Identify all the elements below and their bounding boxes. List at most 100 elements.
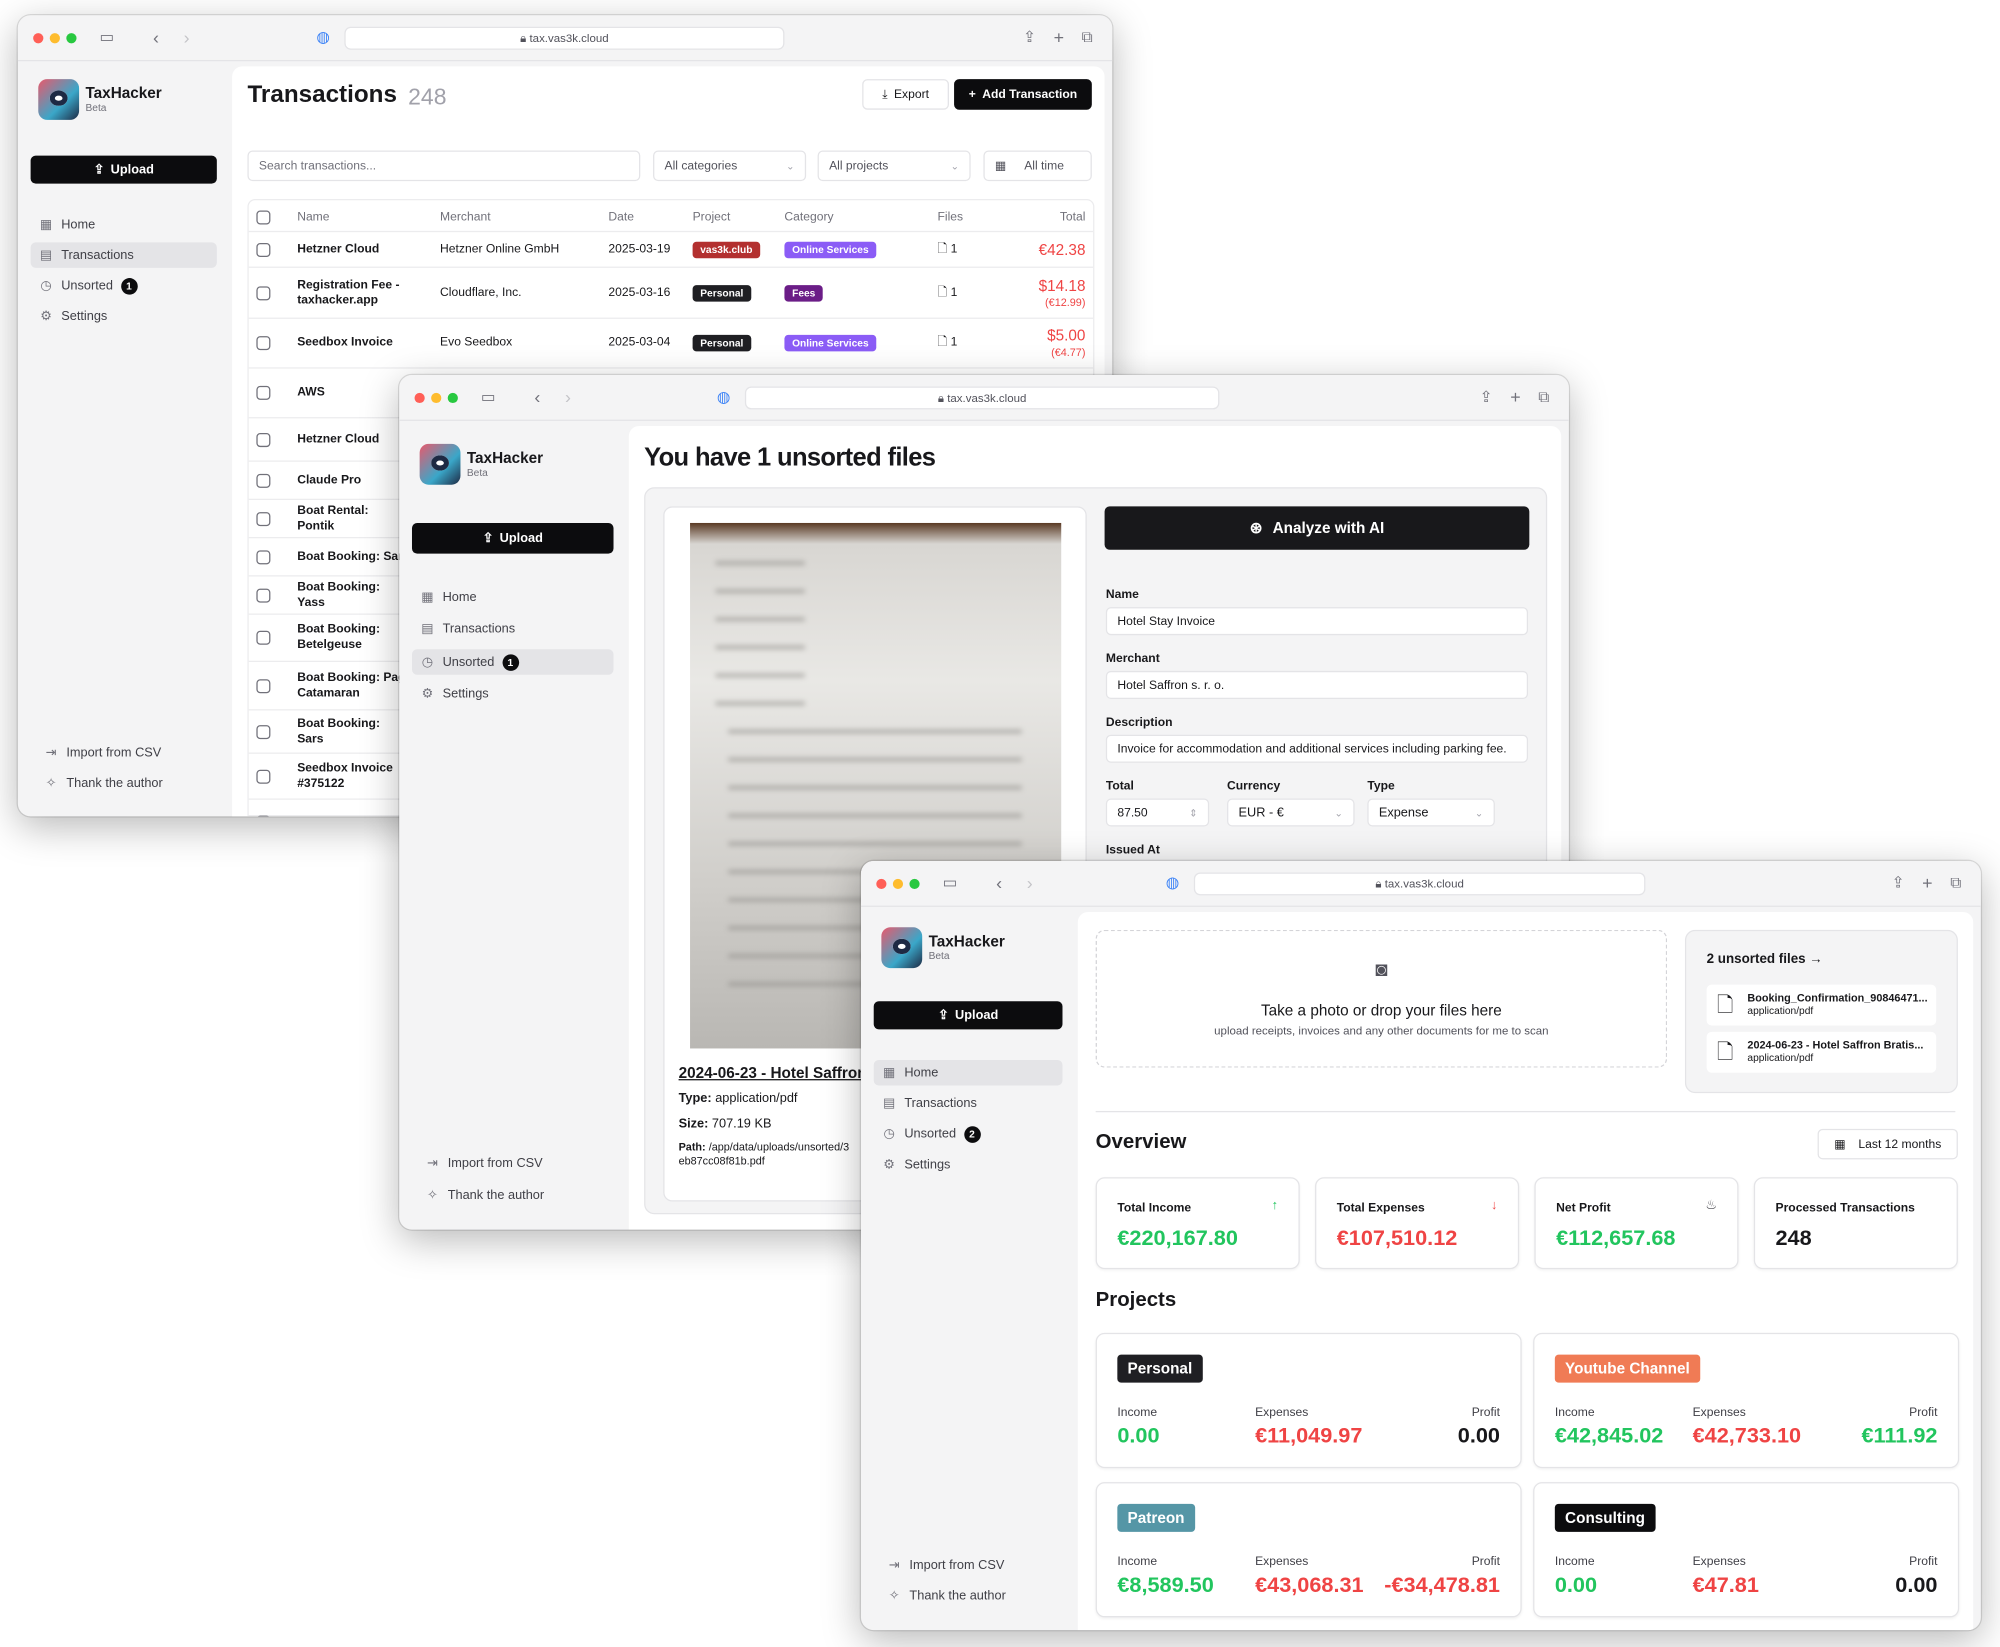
add-transaction-button[interactable]: + Add Transaction bbox=[954, 79, 1092, 110]
share-icon[interactable]: ⇪ bbox=[1891, 873, 1905, 892]
table-row[interactable]: AWS bbox=[248, 367, 1094, 417]
new-tab-icon[interactable]: + bbox=[1053, 26, 1065, 48]
sidebar-item-settings[interactable]: ⚙ Settings bbox=[31, 304, 217, 330]
sidebar-item-home[interactable]: ▦ Home bbox=[412, 584, 614, 610]
column-header-files[interactable]: Files bbox=[937, 210, 964, 225]
window-minimize-button[interactable] bbox=[431, 392, 442, 404]
tabs-overview-icon[interactable]: ⧉ bbox=[1081, 28, 1093, 46]
back-icon[interactable]: ‹ bbox=[153, 26, 160, 48]
file-dropzone[interactable]: ◙ Take a photo or drop your files here upl… bbox=[1095, 929, 1668, 1068]
period-selector[interactable]: ▦ Last 12 months bbox=[1817, 1128, 1958, 1160]
column-header-date[interactable]: Date bbox=[608, 210, 635, 225]
thank-author-link[interactable]: ✧ Thank the author bbox=[879, 1583, 1006, 1609]
window-close-button[interactable] bbox=[33, 33, 44, 44]
table-row[interactable]: Registration Fee - taxhacker.app Cloudfla… bbox=[248, 266, 1094, 318]
row-checkbox[interactable] bbox=[256, 588, 271, 603]
row-checkbox[interactable] bbox=[256, 336, 271, 351]
row-checkbox[interactable] bbox=[256, 769, 271, 784]
address-bar[interactable]: 🔒︎ tax.vas3k.cloud bbox=[1193, 872, 1646, 896]
type-select[interactable]: Expense ⌄ bbox=[1367, 798, 1495, 827]
sidebar-toggle-icon[interactable]: ▭ bbox=[480, 387, 496, 406]
row-checkbox[interactable] bbox=[256, 511, 271, 526]
upload-button[interactable]: ⇪ Upload bbox=[411, 522, 614, 554]
name-input[interactable]: Hotel Stay Invoice bbox=[1105, 607, 1529, 636]
sidebar-item-settings[interactable]: ⚙ Settings bbox=[412, 682, 614, 708]
window-zoom-button[interactable] bbox=[909, 878, 920, 890]
unsorted-files-link[interactable]: 2 unsorted files → bbox=[1706, 951, 1823, 967]
share-icon[interactable]: ⇪ bbox=[1479, 387, 1493, 406]
address-bar[interactable]: 🔒︎ tax.vas3k.cloud bbox=[344, 26, 785, 50]
sidebar-item-home[interactable]: ▦ Home bbox=[873, 1059, 1063, 1086]
table-row[interactable]: Seedbox Invoice Evo Seedbox 2025-03-04 Pers… bbox=[248, 317, 1094, 368]
password-icon[interactable]: ◍ bbox=[716, 387, 731, 406]
forward-icon[interactable]: › bbox=[1026, 872, 1033, 893]
sidebar-item-transactions[interactable]: ▤ Transactions bbox=[412, 617, 614, 643]
window-minimize-button[interactable] bbox=[49, 33, 60, 44]
project-card-personal[interactable]: Personal Income 0.00 Expenses €11,049.97 Prof… bbox=[1095, 1332, 1522, 1469]
forward-icon[interactable]: › bbox=[565, 386, 572, 407]
sidebar-item-settings[interactable]: ⚙ Settings bbox=[874, 1152, 1063, 1178]
column-header-category[interactable]: Category bbox=[784, 210, 834, 225]
new-tab-icon[interactable]: + bbox=[1922, 872, 1933, 893]
total-input[interactable]: 87.50 ⇕ bbox=[1105, 798, 1210, 827]
upload-button[interactable]: ⇪ Upload bbox=[873, 1001, 1063, 1030]
thank-author-link[interactable]: ✧ Thank the author bbox=[417, 1182, 544, 1208]
row-checkbox[interactable] bbox=[256, 432, 271, 447]
sidebar-toggle-icon[interactable]: ▭ bbox=[942, 873, 958, 892]
row-checkbox[interactable] bbox=[256, 815, 271, 817]
sidebar-item-unsorted[interactable]: ◷ Unsorted 1 bbox=[31, 273, 217, 299]
merchant-input[interactable]: Hotel Saffron s. r. o. bbox=[1105, 670, 1529, 699]
share-icon[interactable]: ⇪ bbox=[1022, 28, 1036, 46]
row-checkbox[interactable] bbox=[256, 242, 271, 257]
sidebar-toggle-icon[interactable]: ▭ bbox=[99, 28, 114, 46]
project-card-youtube-channel[interactable]: Youtube Channel Income €42,845.02 Expenses €… bbox=[1533, 1332, 1960, 1469]
analyze-with-ai-button[interactable]: ⊛ Analyze with AI bbox=[1104, 506, 1530, 550]
back-icon[interactable]: ‹ bbox=[534, 386, 541, 407]
table-row[interactable]: Hetzner Cloud Hetzner Online GmbH 2025-03-… bbox=[248, 230, 1094, 267]
project-filter[interactable]: All projects ⌄ bbox=[817, 150, 971, 182]
project-card-patreon[interactable]: Patreon Income €8,589.50 Expenses €43,068.31… bbox=[1095, 1482, 1522, 1618]
window-close-button[interactable] bbox=[876, 878, 887, 890]
select-all-checkbox[interactable] bbox=[256, 210, 271, 225]
unsorted-file-item[interactable]: 🗋︎ Booking_Confirmation_90846471... applic… bbox=[1706, 984, 1937, 1026]
window-close-button[interactable] bbox=[414, 392, 425, 404]
export-button[interactable]: ⤓ Export bbox=[862, 79, 949, 110]
sidebar-item-home[interactable]: ▦ Home bbox=[31, 212, 217, 238]
row-checkbox[interactable] bbox=[256, 549, 271, 564]
back-icon[interactable]: ‹ bbox=[996, 872, 1003, 893]
search-input[interactable]: Search transactions... bbox=[247, 150, 641, 182]
project-card-consulting[interactable]: Consulting Income 0.00 Expenses €47.81 Profit… bbox=[1533, 1482, 1960, 1618]
import-csv-link[interactable]: ⇥ Import from CSV bbox=[417, 1151, 543, 1177]
password-icon[interactable]: ◍ bbox=[1165, 873, 1180, 892]
tabs-overview-icon[interactable]: ⧉ bbox=[1538, 387, 1550, 406]
currency-select[interactable]: EUR - € ⌄ bbox=[1227, 798, 1355, 827]
window-minimize-button[interactable] bbox=[892, 878, 904, 890]
file-title-link[interactable]: 2024-06-23 - Hotel Saffron bbox=[678, 1063, 867, 1082]
date-filter[interactable]: ▦ All time bbox=[983, 150, 1092, 182]
import-csv-link[interactable]: ⇥ Import from CSV bbox=[36, 740, 162, 766]
row-checkbox[interactable] bbox=[256, 473, 271, 488]
column-header-project[interactable]: Project bbox=[692, 210, 731, 225]
import-csv-link[interactable]: ⇥ Import from CSV bbox=[879, 1552, 1005, 1578]
sidebar-item-transactions[interactable]: ▤ Transactions bbox=[874, 1091, 1063, 1117]
row-checkbox[interactable] bbox=[256, 678, 271, 693]
upload-button[interactable]: ⇪ Upload bbox=[30, 155, 217, 184]
sidebar-item-transactions[interactable]: ▤ Transactions bbox=[30, 242, 217, 268]
new-tab-icon[interactable]: + bbox=[1510, 386, 1521, 407]
column-header-merchant[interactable]: Merchant bbox=[440, 210, 491, 225]
password-icon[interactable]: ◍ bbox=[316, 28, 330, 46]
row-checkbox[interactable] bbox=[256, 724, 271, 739]
forward-icon[interactable]: › bbox=[183, 26, 190, 48]
window-zoom-button[interactable] bbox=[66, 33, 77, 44]
category-filter[interactable]: All categories ⌄ bbox=[653, 150, 807, 182]
thank-author-link[interactable]: ✧ Thank the author bbox=[36, 770, 163, 796]
row-checkbox[interactable] bbox=[256, 285, 271, 300]
description-input[interactable]: Invoice for accommodation and additional… bbox=[1105, 734, 1529, 763]
sidebar-item-unsorted[interactable]: ◷ Unsorted 1 bbox=[411, 649, 614, 675]
unsorted-file-item[interactable]: 🗋︎ 2024-06-23 - Hotel Saffron Bratis... ap… bbox=[1706, 1031, 1937, 1073]
row-checkbox[interactable] bbox=[256, 385, 271, 400]
sidebar-item-unsorted[interactable]: ◷ Unsorted 2 bbox=[874, 1121, 1063, 1147]
address-bar[interactable]: 🔒︎ tax.vas3k.cloud bbox=[744, 386, 1220, 410]
window-zoom-button[interactable] bbox=[447, 392, 458, 404]
column-header-total[interactable]: Total bbox=[1059, 210, 1086, 225]
